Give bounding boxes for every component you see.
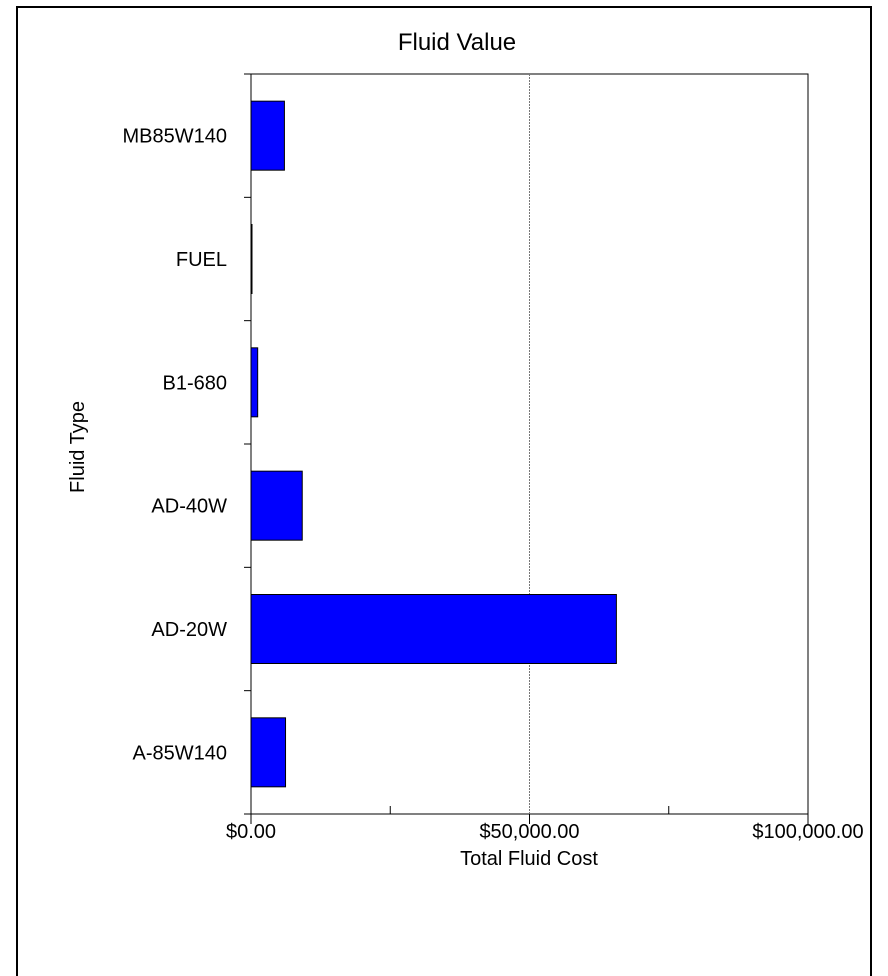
bar [250,347,259,418]
bar [250,470,303,541]
chart-title: Fluid Value [398,29,516,56]
y-axis-title: Fluid Type [67,401,89,493]
y-tick-label: FUEL [176,249,227,271]
x-tick-label: $100,000.00 [752,821,863,843]
bar [250,717,287,788]
chart-frame [16,6,872,976]
x-axis-title: Total Fluid Cost [460,848,598,870]
bar [250,224,253,294]
y-tick-label: AD-20W [151,619,227,641]
y-tick-label: A-85W140 [133,742,228,764]
y-tick-label: AD-40W [151,496,227,518]
x-tick-label: $0.00 [226,821,276,843]
bar [250,100,285,171]
bar [250,594,617,664]
plot-area: $0.00 $50,000.00 $100,000.00 MB85W140 FUEL B1… [123,73,864,843]
x-tick-label: $50,000.00 [479,821,579,843]
y-tick-label: B1-680 [163,372,228,394]
y-tick-label: MB85W140 [123,126,228,148]
